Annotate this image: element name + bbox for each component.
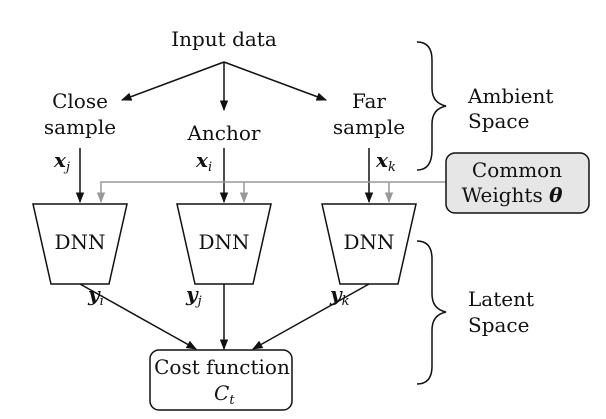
arrow-dnn-right-to-cost xyxy=(252,283,370,350)
ambient-space-line2: Space xyxy=(468,109,529,133)
close-sample-line2: sample xyxy=(44,115,116,139)
dnn-right-label: DNN xyxy=(343,230,394,254)
cost-function-label: Cost function xyxy=(154,355,290,379)
far-sample-line1: Far xyxy=(352,89,386,113)
ambient-space-line1: Ambient xyxy=(467,84,553,108)
input-data-label: Input data xyxy=(171,27,277,51)
weights-line-left xyxy=(96,181,446,204)
common-weights-line1: Common xyxy=(472,158,562,182)
dnn-mid-label: DNN xyxy=(198,230,249,254)
cost-function-box: Cost function Ct xyxy=(149,349,293,411)
weights-connector xyxy=(96,181,446,204)
anchor-sample: Anchor xi xyxy=(186,121,260,175)
close-sample-var: xj xyxy=(53,148,70,175)
common-weights-line2: Weights θ xyxy=(462,183,564,207)
dnn-left-shape xyxy=(32,203,128,285)
latent-space-line2: Space xyxy=(468,313,529,337)
ambient-brace xyxy=(416,41,447,171)
dnn-right: DNN xyxy=(321,203,417,285)
far-sample-var: xk xyxy=(375,148,396,175)
cost-function-rect xyxy=(149,349,293,411)
common-weights-box: Common Weights θ xyxy=(445,152,590,214)
dnn-left: DNN xyxy=(32,203,128,285)
anchor-label: Anchor xyxy=(186,121,260,145)
arrow-input-to-close xyxy=(121,61,225,101)
far-sample: Far sample xk xyxy=(333,89,405,175)
dnn-mid: DNN xyxy=(176,203,272,285)
dnn-mid-shape xyxy=(176,203,272,285)
cost-function-var: Ct xyxy=(214,381,235,408)
common-weights-rect xyxy=(445,152,590,214)
dnn-left-label: DNN xyxy=(54,230,105,254)
far-sample-line2: sample xyxy=(333,115,405,139)
close-sample: Close sample xj xyxy=(44,89,116,175)
output-left-var: yi xyxy=(87,282,104,309)
latent-brace xyxy=(416,240,447,385)
dnn-right-shape xyxy=(321,203,417,285)
anchor-var: xi xyxy=(195,148,212,175)
arrow-input-to-far xyxy=(223,61,327,101)
arrow-dnn-left-to-cost xyxy=(79,283,197,350)
latent-space-line1: Latent xyxy=(468,287,534,311)
output-mid-var: yj xyxy=(185,282,202,309)
close-sample-line1: Close xyxy=(52,89,108,113)
